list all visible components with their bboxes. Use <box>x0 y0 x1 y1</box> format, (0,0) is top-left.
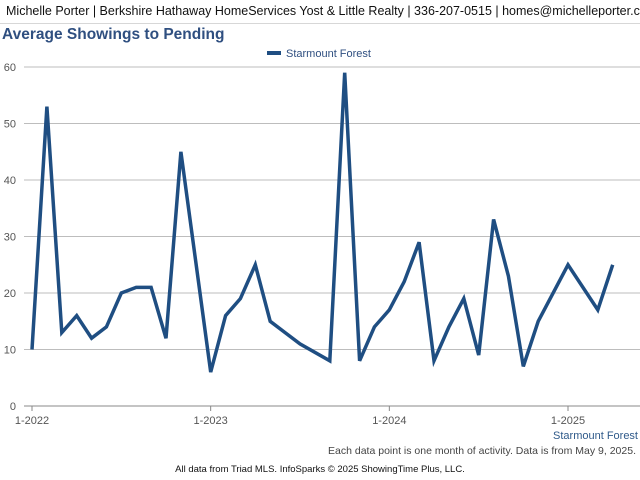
x-tick-label: 1-2023 <box>194 415 228 427</box>
grid-lines <box>24 66 640 407</box>
data-credit: All data from Triad MLS. InfoSparks © 20… <box>175 464 465 475</box>
area-label: Starmount Forest <box>553 430 638 442</box>
legend-label: Starmount Forest <box>286 48 371 60</box>
x-tick-label: 1-2024 <box>372 415 406 427</box>
y-tick-label: 10 <box>4 345 16 357</box>
header-contact-text: Michelle Porter | Berkshire Hathaway Hom… <box>6 4 640 18</box>
y-tick-label: 20 <box>4 288 16 300</box>
y-tick-label: 60 <box>4 62 16 74</box>
y-tick-label: 30 <box>4 232 16 244</box>
data-footnote: Each data point is one month of activity… <box>328 445 636 457</box>
chart-title: Average Showings to Pending <box>2 26 225 43</box>
x-tick-label: 1-2025 <box>551 415 585 427</box>
series-line-0 <box>30 72 615 373</box>
y-tick-label: 40 <box>4 175 16 187</box>
series-layer <box>30 72 615 373</box>
axes: 0 10 20 30 40 50 60 1-2022 1-2023 1-2024 1-2025 <box>4 62 585 427</box>
y-tick-label: 50 <box>4 119 16 131</box>
legend: Starmount Forest <box>267 48 371 60</box>
y-tick-label: 0 <box>10 401 16 413</box>
x-tick-label: 1-2022 <box>15 415 49 427</box>
header-bar: Michelle Porter | Berkshire Hathaway Hom… <box>0 0 640 24</box>
